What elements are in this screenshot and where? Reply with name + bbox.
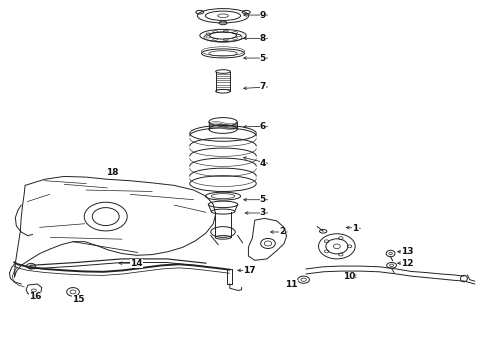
- Text: 17: 17: [243, 266, 255, 275]
- Text: 9: 9: [260, 10, 266, 19]
- Text: 10: 10: [343, 271, 355, 280]
- Text: 2: 2: [279, 228, 286, 237]
- Text: 14: 14: [130, 259, 143, 268]
- Text: 5: 5: [260, 54, 266, 63]
- Text: 3: 3: [260, 208, 266, 217]
- Text: 11: 11: [285, 280, 297, 289]
- Text: 8: 8: [260, 34, 266, 43]
- Text: 6: 6: [260, 122, 266, 131]
- Text: 7: 7: [260, 82, 266, 91]
- Text: 4: 4: [260, 159, 266, 168]
- Text: 15: 15: [72, 294, 84, 303]
- Text: 13: 13: [401, 247, 414, 256]
- Text: 16: 16: [29, 292, 42, 301]
- Text: 1: 1: [352, 224, 359, 233]
- Text: 18: 18: [106, 168, 118, 177]
- Text: 5: 5: [260, 195, 266, 204]
- Text: 12: 12: [401, 259, 414, 268]
